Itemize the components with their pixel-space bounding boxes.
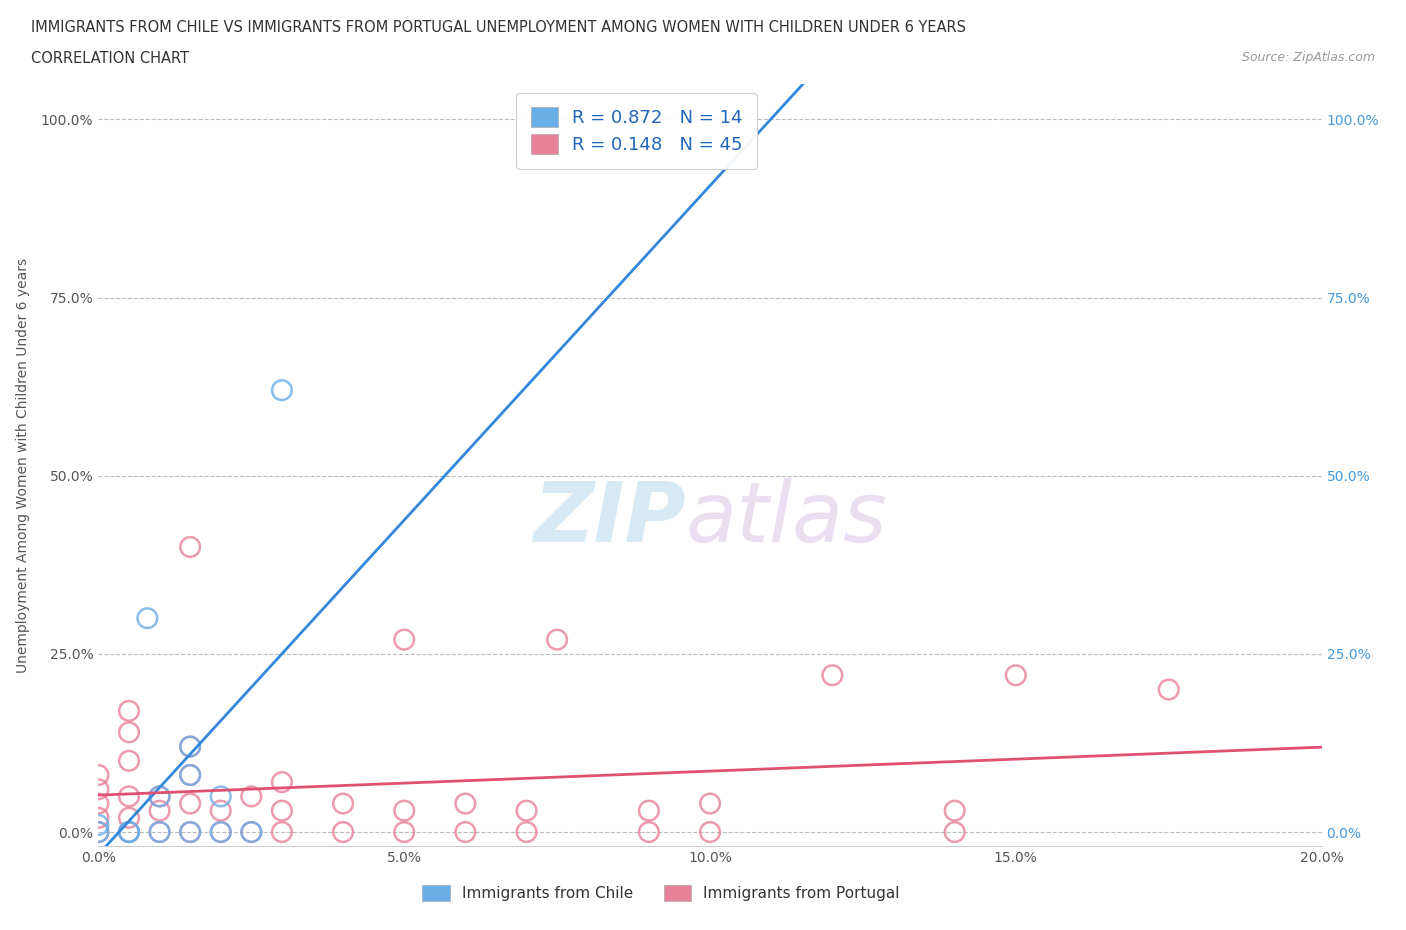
Point (699, 796, 721, 811)
Point (118, 703, 141, 718)
Point (149, 789, 172, 804)
Point (454, 796, 477, 811)
Point (332, 825, 354, 840)
Point (87, 817, 110, 832)
Point (179, 767, 201, 782)
Point (149, 825, 172, 840)
Point (87, 796, 110, 811)
Point (87, 767, 110, 782)
Point (87, 825, 110, 840)
Point (392, 632, 416, 647)
Point (240, 825, 263, 840)
Point (516, 804, 538, 818)
Point (270, 775, 292, 790)
Point (118, 789, 141, 804)
Y-axis label: Unemployment Among Women with Children Under 6 years: Unemployment Among Women with Children U… (15, 258, 30, 672)
Point (209, 825, 232, 840)
Point (118, 825, 141, 840)
Point (179, 739, 201, 754)
Point (118, 825, 141, 840)
Point (637, 825, 661, 840)
Point (270, 804, 292, 818)
Point (240, 789, 263, 804)
Point (87, 782, 110, 797)
Point (270, 383, 292, 398)
Point (332, 796, 354, 811)
Text: CORRELATION CHART: CORRELATION CHART (31, 51, 188, 66)
Point (149, 825, 172, 840)
Point (209, 804, 232, 818)
Point (179, 767, 201, 782)
Point (943, 804, 966, 818)
Text: atlas: atlas (686, 478, 887, 559)
Point (179, 825, 201, 840)
Point (179, 539, 201, 554)
Point (118, 753, 141, 768)
Point (546, 632, 568, 647)
Point (118, 810, 141, 825)
Point (118, 825, 141, 840)
Text: Source: ZipAtlas.com: Source: ZipAtlas.com (1241, 51, 1375, 64)
Point (209, 789, 232, 804)
Text: IMMIGRANTS FROM CHILE VS IMMIGRANTS FROM PORTUGAL UNEMPLOYMENT AMONG WOMEN WITH : IMMIGRANTS FROM CHILE VS IMMIGRANTS FROM… (31, 20, 966, 35)
Point (118, 724, 141, 739)
Point (392, 804, 416, 818)
Point (149, 804, 172, 818)
Point (87, 810, 110, 825)
Point (943, 825, 966, 840)
Point (149, 789, 172, 804)
Legend: Immigrants from Chile, Immigrants from Portugal: Immigrants from Chile, Immigrants from P… (416, 879, 905, 908)
Point (240, 825, 263, 840)
Text: ZIP: ZIP (533, 478, 686, 559)
Point (179, 825, 201, 840)
Point (87, 825, 110, 840)
Point (392, 825, 416, 840)
Point (454, 825, 477, 840)
Point (699, 825, 721, 840)
Point (179, 796, 201, 811)
Point (179, 739, 201, 754)
Point (637, 804, 661, 818)
Point (136, 611, 159, 626)
Point (1004, 668, 1026, 683)
Point (821, 668, 844, 683)
Point (1157, 682, 1180, 697)
Point (209, 825, 232, 840)
Point (270, 825, 292, 840)
Point (516, 825, 538, 840)
